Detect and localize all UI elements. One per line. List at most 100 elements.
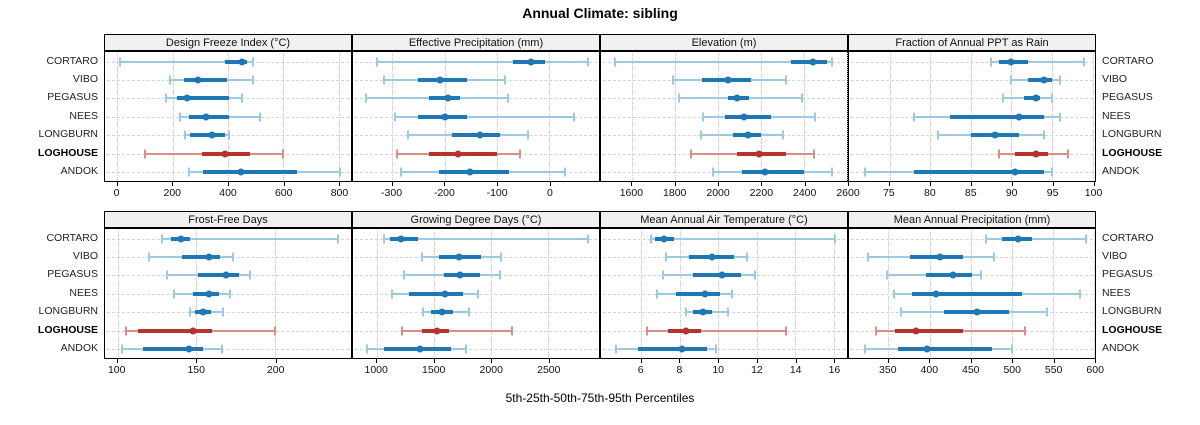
median-dot <box>444 94 452 102</box>
vertical-gridline <box>117 53 119 180</box>
site-label-loghouse: LOGHOUSE <box>37 323 98 336</box>
whisker-cap <box>468 307 471 317</box>
median-dot <box>441 290 449 298</box>
whisker-cap <box>240 93 243 103</box>
whisker-cap <box>613 57 616 66</box>
panel-effective-precipitation-mm <box>352 51 600 182</box>
median-dot <box>755 150 763 158</box>
median-dot <box>454 150 462 158</box>
median-dot <box>682 327 690 335</box>
whisker-cap <box>834 234 837 243</box>
row-gridline <box>603 349 845 351</box>
axis-tick <box>834 359 836 363</box>
median-dot <box>1032 150 1040 158</box>
iqr-25-75-bar <box>183 77 227 82</box>
tick-label: 800 <box>330 187 349 199</box>
median-dot <box>936 253 943 261</box>
whisker-cap <box>1042 130 1045 140</box>
whisker-cap <box>715 344 718 354</box>
median-dot <box>185 345 193 353</box>
iqr-25-75-bar <box>693 273 742 278</box>
whisker-cap <box>699 130 702 140</box>
axis-tick <box>1095 359 1097 363</box>
tick-label: 2400 <box>792 187 817 199</box>
whisker-cap <box>400 167 403 177</box>
axis-tick <box>631 182 633 186</box>
site-label-cortaro: CORTARO <box>46 54 98 67</box>
whisker-cap <box>282 149 285 159</box>
median-dot <box>208 131 216 139</box>
whisker-cap <box>1024 326 1027 336</box>
median-dot <box>456 271 464 279</box>
median-dot <box>923 345 931 353</box>
axis-tick <box>718 182 720 186</box>
site-label-pegasus: PEGASUS <box>1102 91 1153 104</box>
tick-label: 600 <box>1086 364 1104 376</box>
site-label-andok: ANDOK <box>60 342 98 355</box>
whisker-cap <box>187 167 190 177</box>
median-dot <box>1040 76 1048 84</box>
whisker-cap <box>337 234 340 243</box>
range-5-95-line <box>614 60 832 63</box>
axis-tick <box>804 182 806 186</box>
tick-label: 600 <box>274 187 293 199</box>
vertical-gridline <box>548 230 550 357</box>
axis-tick <box>548 359 550 363</box>
median-dot <box>1014 235 1022 242</box>
axis-tick <box>116 359 118 363</box>
whisker-cap <box>984 234 987 243</box>
whisker-cap <box>173 289 176 299</box>
tick-label: 16 <box>828 364 841 376</box>
chart-title: Annual Climate: sibling <box>522 5 678 21</box>
panel-design-freeze-index-c <box>104 51 352 182</box>
median-dot <box>436 76 444 84</box>
axis-tick <box>228 182 229 186</box>
axis-tick <box>444 182 446 186</box>
median-dot <box>949 271 957 279</box>
site-label-vibo: VIBO <box>72 249 98 262</box>
tick-label: 1600 <box>619 187 644 199</box>
axis-tick <box>848 182 849 186</box>
panel-header-mean-annual-precipitation-mm: Mean Annual Precipitation (mm) <box>848 211 1096 228</box>
whisker-cap <box>231 252 234 262</box>
axis-tick <box>679 359 681 363</box>
axis-tick <box>497 182 499 186</box>
site-label-vibo: VIBO <box>1102 249 1128 262</box>
iqr-25-75-bar <box>925 273 972 278</box>
panel-mean-annual-air-temperature-c <box>600 228 848 359</box>
iqr-25-75-bar <box>189 133 226 138</box>
axis-tick <box>887 359 889 363</box>
axis-tick <box>1052 182 1054 186</box>
whisker-cap <box>391 289 394 299</box>
whisker-cap <box>249 270 252 280</box>
whisker-cap <box>753 270 756 280</box>
vertical-gridline <box>847 53 848 180</box>
panel-growing-degree-days-c <box>352 228 600 359</box>
whisker-cap <box>615 344 618 354</box>
whisker-cap <box>500 252 503 262</box>
site-label-vibo: VIBO <box>1102 72 1128 85</box>
axis-tick <box>196 359 198 363</box>
whisker-cap <box>665 252 668 262</box>
panel-header-design-freeze-index-c: Design Freeze Index (°C) <box>104 34 352 51</box>
iqr-25-75-bar <box>1015 151 1048 156</box>
vertical-gridline <box>632 53 634 180</box>
whisker-cap <box>726 307 729 317</box>
tick-label: -100 <box>486 187 508 199</box>
median-dot <box>724 76 732 84</box>
tick-label: 550 <box>1044 364 1063 376</box>
row-gridline <box>355 349 597 351</box>
site-label-loghouse: LOGHOUSE <box>37 146 98 159</box>
median-dot <box>455 253 463 261</box>
whisker-cap <box>401 326 404 336</box>
whisker-cap <box>499 270 502 280</box>
site-label-longburn: LONGBURN <box>38 305 98 318</box>
whisker-cap <box>979 270 982 280</box>
median-dot <box>1007 58 1015 65</box>
tick-label: 90 <box>1005 187 1018 199</box>
whisker-cap <box>646 326 649 336</box>
median-dot <box>973 308 981 316</box>
median-dot <box>237 168 245 176</box>
axis-tick <box>491 359 493 363</box>
